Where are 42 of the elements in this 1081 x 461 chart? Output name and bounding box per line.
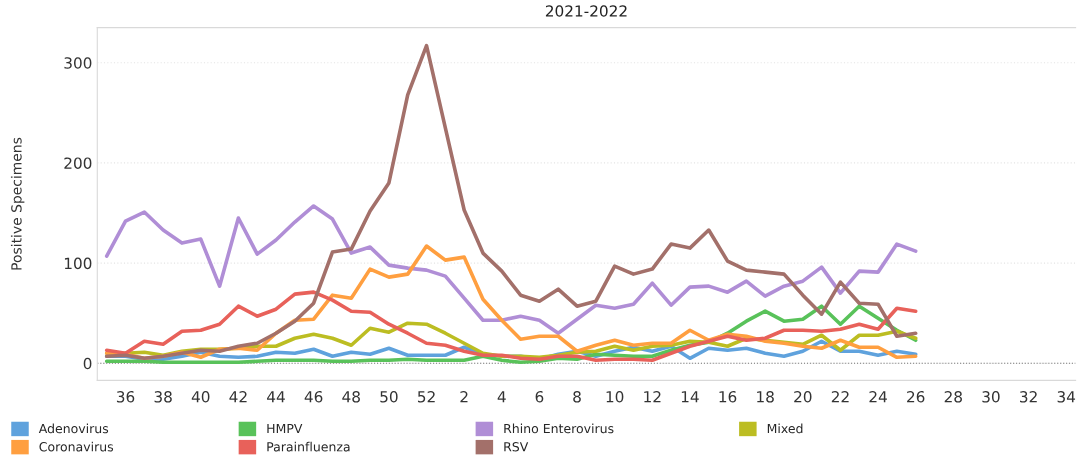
y-tick-label: 0: [83, 357, 92, 370]
y-tick-label: 200: [64, 157, 92, 169]
x-tick-label: 36: [116, 391, 135, 403]
x-tick-label: 22: [831, 391, 849, 403]
x-tick-label: 6: [535, 391, 544, 403]
x-tick-label: 52: [417, 391, 435, 403]
x-tick-label: 34: [1057, 391, 1076, 403]
line-series: [104, 290, 918, 363]
x-tick-label: 10: [606, 391, 624, 403]
x-tick-label: 4: [497, 391, 506, 403]
x-tick-label: 30: [982, 391, 1000, 403]
x-tick-label: 32: [1020, 391, 1037, 403]
legend-label: RSV: [504, 442, 529, 452]
legend-label: Adenovirus: [38, 423, 109, 434]
x-tick-label: 2: [460, 391, 468, 403]
chart-title: 2021-2022: [545, 5, 627, 17]
legend-label: Rhino Enterovirus: [504, 423, 614, 434]
legend-label: HMPV: [267, 424, 303, 434]
x-tick-label: 28: [944, 391, 962, 403]
legend-label: Coronavirus: [39, 441, 114, 452]
x-tick-label: 18: [757, 391, 774, 403]
y-tick-label: 100: [64, 257, 92, 270]
x-tick-label: 16: [719, 391, 737, 403]
x-tick-label: 44: [267, 391, 285, 403]
x-tick-label: 50: [380, 391, 398, 403]
x-tick-label: 40: [191, 391, 210, 403]
x-tick-label: 38: [154, 391, 172, 403]
x-tick-label: 14: [681, 391, 699, 403]
y-tick-label: 300: [64, 57, 92, 69]
x-tick-label: 26: [907, 391, 925, 403]
legend-label: Parainfluenza: [267, 441, 350, 452]
x-tick-label: 20: [794, 391, 812, 403]
legend-label: Mixed: [767, 423, 803, 434]
x-tick-label: 48: [342, 391, 360, 403]
x-tick-label: 8: [573, 391, 581, 403]
line-series: [104, 204, 918, 336]
x-tick-label: 42: [229, 391, 247, 403]
line-series: [104, 43, 918, 361]
x-tick-label: 12: [644, 391, 661, 403]
x-tick-label: 24: [869, 391, 887, 403]
x-tick-label: 46: [304, 391, 323, 403]
y-axis-title: Positive Specimens: [10, 137, 25, 270]
